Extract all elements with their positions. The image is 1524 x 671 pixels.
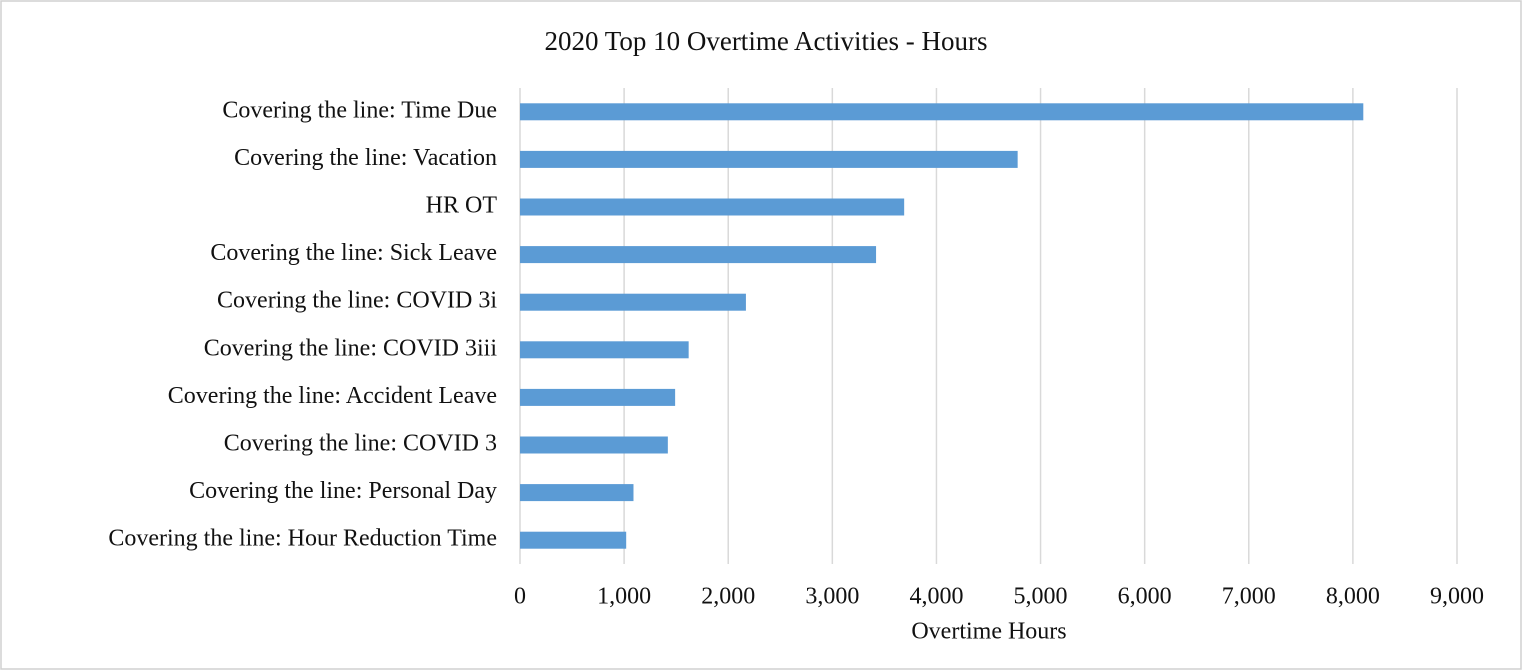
x-tick-label: 6,000 xyxy=(1118,584,1172,610)
bar xyxy=(520,531,627,549)
x-tick-label: 9,000 xyxy=(1430,584,1484,610)
x-tick-label: 1,000 xyxy=(597,584,651,610)
bar xyxy=(520,246,877,264)
x-axis-title: Overtime Hours xyxy=(911,619,1066,645)
y-tick-label: Covering the line: Hour Reduction Time xyxy=(108,526,497,552)
x-tick-label: 0 xyxy=(514,584,526,610)
y-tick-label: Covering the line: Time Due xyxy=(222,97,497,123)
y-tick-label: Covering the line: Accident Leave xyxy=(168,383,497,409)
bar xyxy=(520,436,668,454)
y-tick-label: Covering the line: COVID 3i xyxy=(217,288,497,314)
chart-title: 2020 Top 10 Overtime Activities - Hours xyxy=(544,26,987,56)
y-tick-label: Covering the line: COVID 3iii xyxy=(204,335,498,361)
x-tick-label: 2,000 xyxy=(701,584,755,610)
bar xyxy=(520,388,676,406)
x-tick-label: 3,000 xyxy=(805,584,859,610)
bar xyxy=(520,150,1018,168)
x-tick-label: 4,000 xyxy=(909,584,963,610)
y-tick-label: Covering the line: COVID 3 xyxy=(224,431,497,457)
bar xyxy=(520,103,1364,121)
bar xyxy=(520,484,634,502)
y-tick-label: Covering the line: Sick Leave xyxy=(210,240,497,266)
x-tick-label: 8,000 xyxy=(1326,584,1380,610)
x-tick-label: 5,000 xyxy=(1014,584,1068,610)
bar xyxy=(520,198,905,216)
y-tick-label: HR OT xyxy=(426,193,498,219)
y-tick-label: Covering the line: Personal Day xyxy=(189,478,497,504)
x-tick-label: 7,000 xyxy=(1222,584,1276,610)
bar xyxy=(520,341,689,359)
y-tick-label: Covering the line: Vacation xyxy=(234,145,497,171)
bar xyxy=(520,293,746,311)
